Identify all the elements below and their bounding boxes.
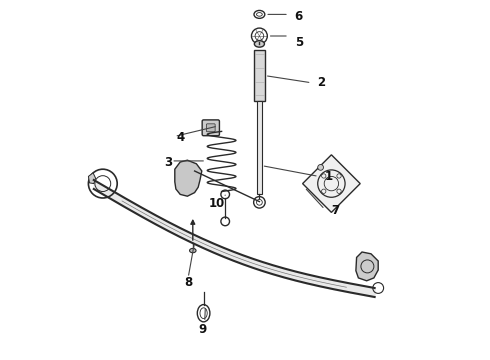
FancyBboxPatch shape (206, 124, 215, 132)
Bar (254, 50, 265, 101)
Text: 9: 9 (198, 323, 206, 336)
Text: 2: 2 (317, 76, 325, 89)
Text: 4: 4 (176, 131, 185, 144)
Text: 6: 6 (294, 10, 303, 23)
FancyBboxPatch shape (202, 120, 220, 136)
Ellipse shape (254, 41, 265, 47)
Bar (257, 101, 262, 194)
Text: 7: 7 (331, 204, 340, 217)
Text: 10: 10 (208, 197, 224, 210)
Text: 3: 3 (164, 156, 172, 168)
Text: 5: 5 (294, 36, 303, 49)
Circle shape (318, 165, 323, 170)
Polygon shape (88, 173, 96, 184)
Polygon shape (175, 160, 202, 196)
Ellipse shape (190, 248, 196, 253)
Text: 8: 8 (184, 276, 192, 289)
Text: 1: 1 (324, 170, 332, 183)
Polygon shape (356, 252, 378, 281)
Polygon shape (303, 155, 360, 212)
